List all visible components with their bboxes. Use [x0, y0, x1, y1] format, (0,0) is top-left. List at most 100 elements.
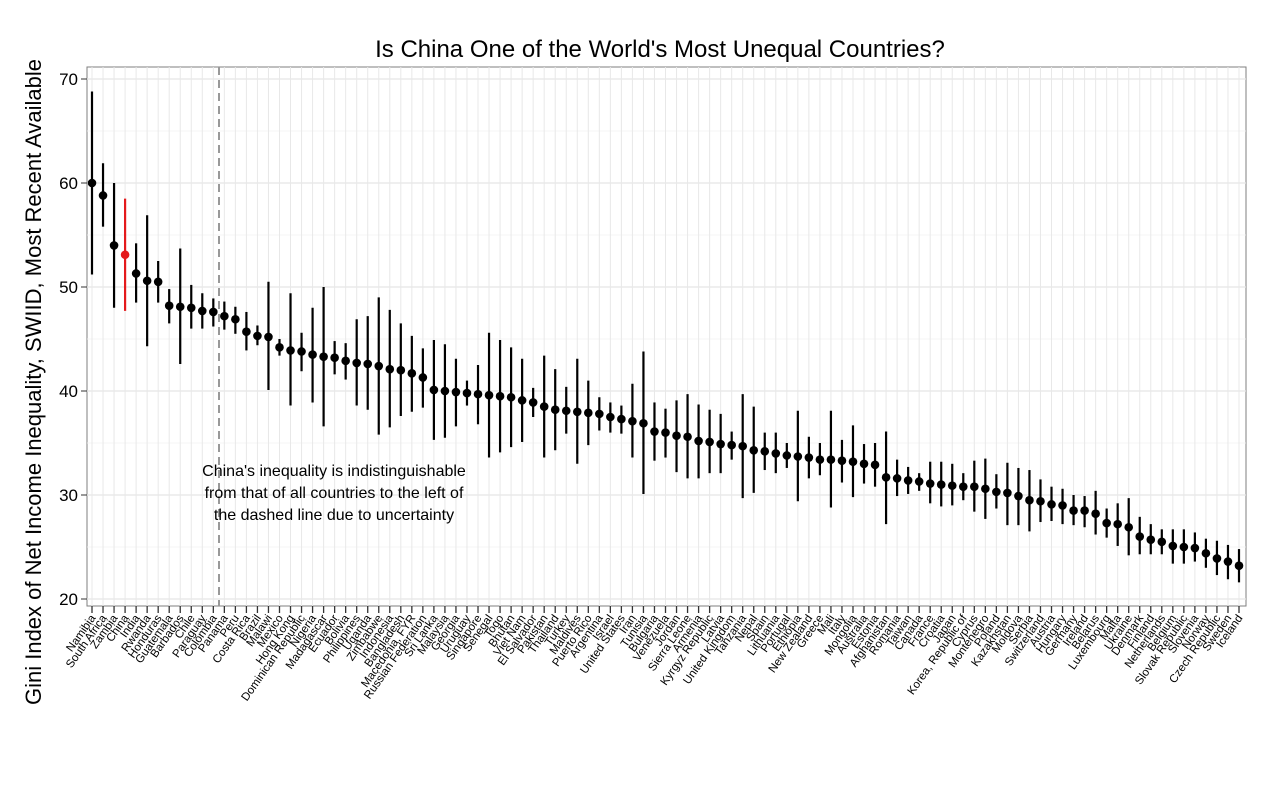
data-point: [451, 387, 461, 397]
data-marks: [87, 91, 1244, 583]
data-point: [429, 385, 439, 395]
data-point: [572, 407, 582, 417]
y-tick-label: 60: [59, 174, 78, 193]
y-axis: 20 30 40 50 60 70: [59, 70, 87, 609]
data-point: [197, 306, 207, 316]
data-point: [473, 389, 483, 399]
data-point: [1102, 518, 1111, 528]
data-point: [727, 440, 736, 450]
data-point: [958, 482, 968, 491]
data-point: [220, 311, 229, 321]
data-point: [462, 388, 472, 398]
data-point: [1212, 554, 1222, 563]
data-point: [903, 476, 913, 485]
annotation-line: from that of all countries to the left o…: [205, 485, 464, 502]
data-point: [1025, 495, 1034, 505]
data-point: [131, 269, 141, 278]
data-point: [1069, 506, 1078, 515]
data-point: [539, 402, 549, 411]
data-point: [363, 359, 373, 369]
data-point: [793, 452, 803, 461]
annotation-line: the dashed line due to uncertainty: [214, 507, 454, 524]
data-point: [837, 456, 847, 465]
data-point: [1190, 543, 1200, 553]
data-point: [738, 441, 748, 451]
y-tick-label: 30: [59, 486, 78, 505]
data-point: [330, 353, 339, 363]
data-point: [440, 386, 450, 396]
data-point: [606, 412, 615, 422]
data-point: [186, 303, 196, 313]
data-point: [1036, 496, 1045, 506]
data-point: [617, 414, 626, 424]
data-point: [231, 314, 240, 324]
data-point: [1223, 557, 1233, 566]
data-point: [153, 277, 163, 287]
y-tick-label: 50: [59, 278, 78, 297]
data-point: [936, 480, 946, 489]
data-point: [760, 447, 770, 456]
data-point: [672, 431, 681, 441]
data-point: [859, 459, 869, 469]
data-point: [1157, 537, 1167, 547]
data-point: [694, 436, 703, 446]
data-point: [407, 369, 417, 378]
data-point: [771, 449, 781, 458]
data-point: [528, 398, 538, 407]
data-point: [1080, 506, 1089, 515]
data-point: [1058, 501, 1067, 510]
data-point: [683, 432, 692, 442]
data-point: [297, 347, 306, 356]
data-point: [385, 364, 395, 374]
data-point: [716, 439, 725, 449]
data-point: [1146, 535, 1156, 545]
data-point: [970, 482, 979, 491]
data-point: [628, 416, 637, 426]
plot-panel: [86, 66, 1247, 607]
data-point: [341, 356, 350, 366]
data-point: [881, 473, 891, 482]
y-tick-label: 40: [59, 382, 78, 401]
data-point: [120, 250, 130, 260]
data-point: [892, 474, 902, 483]
data-point: [826, 455, 836, 464]
annotation-line: China's inequality is indistinguishable: [202, 463, 466, 480]
data-point: [583, 408, 593, 418]
data-point: [286, 346, 295, 355]
data-point: [87, 178, 97, 188]
data-point: [947, 481, 957, 490]
y-axis-label: Gini Index of Net Income Inequality, SWI…: [21, 59, 46, 705]
data-point: [209, 307, 218, 317]
data-point: [264, 332, 273, 342]
data-point: [396, 365, 406, 375]
data-point: [1003, 488, 1012, 498]
data-point: [142, 276, 152, 286]
data-point: [175, 302, 185, 312]
annotation: China's inequality is indistinguishable f…: [202, 463, 466, 524]
data-point: [253, 331, 262, 341]
data-point: [749, 445, 759, 455]
data-point: [661, 428, 670, 437]
data-point: [484, 390, 494, 400]
data-point: [319, 352, 328, 361]
data-point: [914, 477, 924, 486]
data-point: [164, 301, 174, 311]
data-point: [352, 358, 361, 368]
data-point: [848, 457, 858, 467]
data-point: [650, 427, 659, 436]
data-point: [1047, 500, 1056, 509]
data-point: [495, 391, 505, 401]
data-point: [1014, 491, 1023, 501]
data-point: [1091, 509, 1100, 519]
data-point: [418, 373, 428, 382]
data-point: [506, 392, 516, 402]
data-point: [870, 460, 880, 470]
data-point: [1201, 548, 1211, 558]
data-point: [815, 455, 825, 464]
data-point: [981, 484, 990, 494]
data-point: [308, 350, 317, 359]
data-point: [1135, 532, 1145, 541]
data-point: [1179, 542, 1189, 552]
